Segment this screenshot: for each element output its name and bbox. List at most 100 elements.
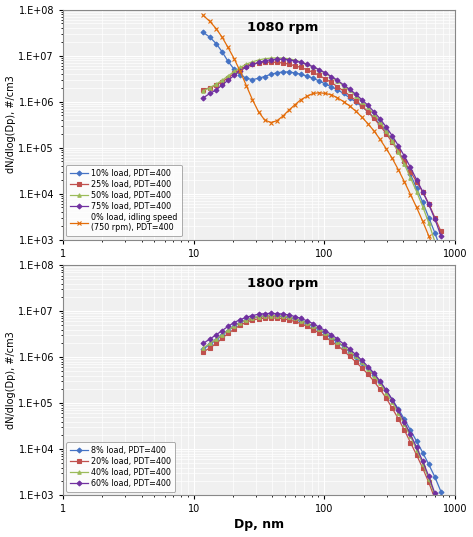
- 40% load, PDT=400: [353, 353, 359, 360]
- 40% load, PDT=400: [250, 315, 255, 321]
- 75% load, PDT=400: [268, 56, 273, 63]
- 75% load, PDT=400: [323, 70, 328, 76]
- 8% load, PDT=400: [414, 438, 420, 445]
- Text: 1800 rpm: 1800 rpm: [247, 277, 318, 290]
- 60% load, PDT=400: [316, 324, 322, 330]
- 8% load, PDT=400: [389, 396, 395, 403]
- 0% load, idling speed
(750 rpm), PDT=400: [286, 107, 292, 113]
- 50% load, PDT=400: [256, 57, 262, 63]
- 20% load, PDT=400: [316, 330, 322, 336]
- 0% load, idling speed
(750 rpm), PDT=400: [268, 119, 273, 126]
- 25% load, PDT=400: [395, 148, 401, 155]
- 20% load, PDT=400: [347, 353, 352, 360]
- 40% load, PDT=400: [292, 315, 298, 322]
- Text: 1080 rpm: 1080 rpm: [247, 21, 318, 34]
- 60% load, PDT=400: [389, 396, 395, 403]
- 8% load, PDT=400: [432, 474, 438, 480]
- 40% load, PDT=400: [213, 336, 219, 342]
- 10% load, PDT=400: [316, 78, 322, 84]
- 20% load, PDT=400: [304, 323, 310, 330]
- 25% load, PDT=400: [347, 92, 352, 99]
- 50% load, PDT=400: [347, 87, 352, 93]
- 50% load, PDT=400: [335, 78, 341, 84]
- 0% load, idling speed
(750 rpm), PDT=400: [389, 155, 395, 162]
- 60% load, PDT=400: [371, 370, 377, 376]
- 20% load, PDT=400: [292, 318, 298, 325]
- 10% load, PDT=400: [304, 72, 310, 79]
- 8% load, PDT=400: [377, 379, 383, 385]
- 50% load, PDT=400: [316, 67, 322, 73]
- 8% load, PDT=400: [268, 313, 273, 319]
- 0% load, idling speed
(750 rpm), PDT=400: [426, 233, 431, 239]
- 10% load, PDT=400: [200, 29, 206, 35]
- 75% load, PDT=400: [200, 95, 206, 101]
- 50% load, PDT=400: [298, 59, 304, 65]
- 25% load, PDT=400: [353, 97, 359, 104]
- 40% load, PDT=400: [225, 327, 231, 333]
- 0% load, idling speed
(750 rpm), PDT=400: [383, 146, 389, 152]
- 10% load, PDT=400: [426, 214, 431, 221]
- 25% load, PDT=400: [408, 168, 413, 175]
- 60% load, PDT=400: [377, 378, 383, 384]
- Legend: 10% load, PDT=400, 25% load, PDT=400, 50% load, PDT=400, 75% load, PDT=400, 0% l: 10% load, PDT=400, 25% load, PDT=400, 50…: [66, 165, 182, 236]
- 60% load, PDT=400: [323, 328, 328, 334]
- 8% load, PDT=400: [274, 313, 280, 319]
- 40% load, PDT=400: [377, 380, 383, 387]
- 50% load, PDT=400: [200, 88, 206, 94]
- 8% load, PDT=400: [359, 359, 365, 366]
- 20% load, PDT=400: [438, 513, 444, 519]
- 40% load, PDT=400: [432, 492, 438, 498]
- 50% load, PDT=400: [389, 137, 395, 144]
- 50% load, PDT=400: [395, 149, 401, 155]
- 25% load, PDT=400: [292, 62, 298, 69]
- 25% load, PDT=400: [286, 61, 292, 67]
- 75% load, PDT=400: [432, 216, 438, 222]
- 10% load, PDT=400: [395, 148, 401, 154]
- 8% load, PDT=400: [365, 365, 371, 372]
- 75% load, PDT=400: [414, 177, 420, 183]
- 40% load, PDT=400: [231, 323, 237, 329]
- 0% load, idling speed
(750 rpm), PDT=400: [213, 26, 219, 32]
- 60% load, PDT=400: [225, 323, 231, 330]
- 60% load, PDT=400: [213, 331, 219, 338]
- 40% load, PDT=400: [389, 399, 395, 405]
- 60% load, PDT=400: [402, 419, 407, 425]
- 75% load, PDT=400: [353, 91, 359, 97]
- 75% load, PDT=400: [256, 59, 262, 66]
- 8% load, PDT=400: [341, 344, 346, 350]
- 25% load, PDT=400: [250, 61, 255, 67]
- Line: 25% load, PDT=400: 25% load, PDT=400: [201, 60, 443, 233]
- 25% load, PDT=400: [219, 78, 225, 85]
- 8% load, PDT=400: [225, 328, 231, 334]
- 25% load, PDT=400: [438, 228, 444, 235]
- Line: 50% load, PDT=400: 50% load, PDT=400: [201, 56, 443, 262]
- 8% load, PDT=400: [244, 317, 249, 323]
- 75% load, PDT=400: [219, 82, 225, 88]
- 25% load, PDT=400: [274, 59, 280, 66]
- 0% load, idling speed
(750 rpm), PDT=400: [219, 34, 225, 40]
- 0% load, idling speed
(750 rpm), PDT=400: [292, 101, 298, 108]
- 8% load, PDT=400: [292, 316, 298, 323]
- 75% load, PDT=400: [383, 124, 389, 130]
- 60% load, PDT=400: [256, 311, 262, 317]
- 50% load, PDT=400: [310, 63, 316, 70]
- 50% load, PDT=400: [225, 72, 231, 79]
- 75% load, PDT=400: [420, 188, 426, 195]
- 25% load, PDT=400: [213, 82, 219, 88]
- 10% load, PDT=400: [274, 70, 280, 76]
- 20% load, PDT=400: [250, 317, 255, 323]
- 20% load, PDT=400: [323, 333, 328, 340]
- 40% load, PDT=400: [359, 359, 365, 366]
- 0% load, idling speed
(750 rpm), PDT=400: [353, 108, 359, 114]
- 50% load, PDT=400: [365, 104, 371, 111]
- 50% load, PDT=400: [438, 257, 444, 264]
- 50% load, PDT=400: [414, 188, 420, 195]
- 8% load, PDT=400: [438, 488, 444, 495]
- 40% load, PDT=400: [438, 511, 444, 518]
- 0% load, idling speed
(750 rpm), PDT=400: [280, 113, 286, 119]
- 75% load, PDT=400: [438, 233, 444, 239]
- 25% load, PDT=400: [420, 188, 426, 195]
- Y-axis label: dN/dlog(Dp), #/cm3: dN/dlog(Dp), #/cm3: [6, 331, 16, 429]
- 50% load, PDT=400: [377, 119, 383, 125]
- 8% load, PDT=400: [316, 327, 322, 333]
